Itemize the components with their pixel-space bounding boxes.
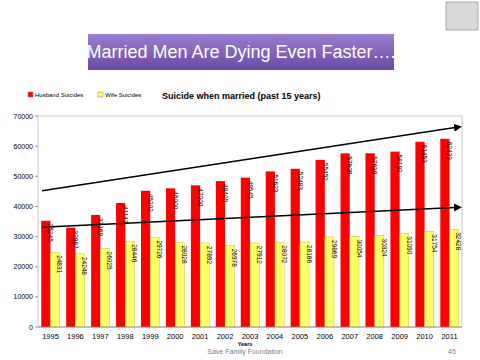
x-tick-label: 2008 <box>366 332 383 341</box>
y-tick-label: 70000 <box>14 113 34 120</box>
data-label: 57639 <box>371 156 378 174</box>
y-tick-label: 50000 <box>14 173 34 180</box>
footer: Save Family Foundation <box>207 348 283 356</box>
data-label: 24831 <box>56 255 63 273</box>
data-label: 31090 <box>406 236 413 254</box>
data-label: 55452 <box>322 163 329 181</box>
data-label: 47000 <box>197 188 204 206</box>
data-label: 45202 <box>147 194 154 212</box>
trend-arrow <box>42 127 460 191</box>
bar <box>390 152 399 327</box>
legend-label: Husband Suicides <box>35 92 83 98</box>
y-tick <box>35 116 38 117</box>
x-tick-label: 2003 <box>242 332 259 341</box>
data-label: 28028 <box>181 246 188 264</box>
data-label: 61453 <box>421 145 428 163</box>
y-tick <box>35 266 38 267</box>
y-tick-label: 10000 <box>14 293 34 300</box>
bar <box>241 178 250 327</box>
data-label: 58192 <box>396 155 403 173</box>
trend-arrow <box>42 207 460 227</box>
data-label: 41143 <box>122 206 129 224</box>
page-number: 45 <box>448 348 456 355</box>
plot-frame <box>38 116 462 327</box>
bar <box>440 139 449 327</box>
y-tick <box>35 176 38 177</box>
data-label: 57609 <box>346 156 353 174</box>
data-label: 28072 <box>281 245 288 263</box>
y-tick-label: 20000 <box>14 263 34 270</box>
bar <box>316 160 325 327</box>
y-tick <box>35 296 38 297</box>
data-label: 26978 <box>231 249 238 267</box>
data-label: 31754 <box>431 234 438 252</box>
x-axis-label: Years <box>238 341 253 347</box>
legend-swatch <box>98 92 103 97</box>
data-label: 30324 <box>381 239 388 257</box>
data-label: 27892 <box>206 246 213 264</box>
data-label: 26025 <box>106 252 113 270</box>
x-tick-label: 2001 <box>192 332 209 341</box>
x-tick-label: 2004 <box>267 332 284 341</box>
legend-swatch <box>28 92 33 97</box>
chart: Married Men Are Dying Even Faster…. Husba… <box>0 0 480 360</box>
x-tick-label: 2010 <box>416 332 433 341</box>
x-tick-label: 2007 <box>341 332 358 341</box>
bar <box>415 142 424 327</box>
x-tick-label: 1997 <box>92 332 109 341</box>
data-label: 27912 <box>256 246 263 264</box>
y-tick-label: 0 <box>29 324 33 331</box>
y-tick <box>35 327 38 328</box>
bars <box>41 139 459 327</box>
data-label: 49545 <box>247 181 254 199</box>
data-label: 29726 <box>156 240 163 258</box>
title: Married Men Are Dying Even Faster…. <box>86 42 395 62</box>
x-tick-label: 2006 <box>316 332 333 341</box>
x-tick-label: 2011 <box>441 332 457 341</box>
y-tick <box>35 146 38 147</box>
x-tick-label: 1995 <box>42 332 59 341</box>
x-tick-label: 2002 <box>217 332 234 341</box>
x-tick-label: 1996 <box>67 332 84 341</box>
subtitle: Suicide when married (past 15 years) <box>162 91 321 101</box>
data-labels: 3524532967371694114345202460004700048409… <box>47 142 462 276</box>
y-tick <box>35 236 38 237</box>
data-label: 28186 <box>306 245 313 263</box>
data-label: 29869 <box>331 240 338 258</box>
bar <box>266 171 275 327</box>
y-tick <box>35 206 38 207</box>
x-tick-label: 2005 <box>292 332 309 341</box>
background <box>0 0 480 360</box>
data-label: 32428 <box>455 232 462 250</box>
x-axis <box>38 327 462 328</box>
data-label: 30054 <box>356 239 363 257</box>
bar <box>216 181 225 327</box>
bar <box>365 153 374 327</box>
legend-label: Wife Suicides <box>105 92 141 98</box>
data-label: 48409 <box>222 184 229 202</box>
y-tick-label: 30000 <box>14 233 34 240</box>
bar <box>191 185 200 327</box>
data-label: 37169 <box>97 218 104 236</box>
bar <box>341 153 350 327</box>
data-label: 24248 <box>81 257 88 275</box>
y-tick-label: 40000 <box>14 203 34 210</box>
data-label: 32967 <box>72 231 79 249</box>
x-tick-label: 2009 <box>391 332 408 341</box>
data-label: 52483 <box>297 172 304 190</box>
data-label: 46000 <box>172 191 179 209</box>
x-tick-label: 1998 <box>117 332 134 341</box>
x-tick-label: 2000 <box>167 332 184 341</box>
data-label: 28446 <box>131 244 138 262</box>
bar <box>291 169 300 327</box>
data-label: 51623 <box>272 174 279 192</box>
data-label: 62433 <box>446 142 453 160</box>
y-tick-label: 60000 <box>14 143 34 150</box>
x-tick-label: 1999 <box>142 332 159 341</box>
logo <box>446 2 478 30</box>
